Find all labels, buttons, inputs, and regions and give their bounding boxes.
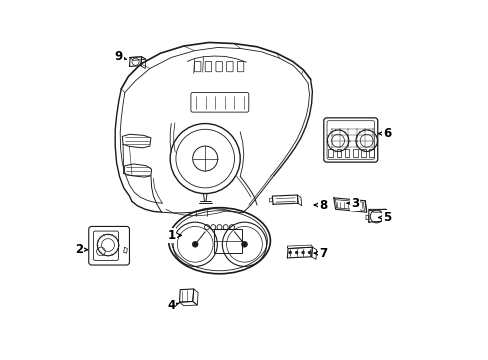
Circle shape: [307, 251, 310, 254]
Text: 8: 8: [314, 198, 326, 212]
Text: 4: 4: [167, 299, 179, 312]
Bar: [214, 229, 242, 253]
Text: 3: 3: [346, 197, 359, 210]
Circle shape: [241, 242, 247, 247]
Text: 5: 5: [378, 211, 391, 224]
Ellipse shape: [168, 208, 270, 274]
Circle shape: [170, 123, 240, 194]
Text: 7: 7: [314, 247, 326, 260]
Bar: [336, 149, 341, 157]
Bar: [344, 149, 348, 157]
Bar: [352, 149, 357, 157]
Circle shape: [288, 251, 291, 254]
Bar: [328, 149, 332, 157]
Text: 2: 2: [75, 243, 87, 256]
Text: 1: 1: [167, 229, 181, 242]
FancyBboxPatch shape: [323, 118, 377, 162]
Bar: [368, 149, 373, 157]
Text: 6: 6: [378, 127, 391, 140]
Bar: [360, 149, 365, 157]
Circle shape: [192, 242, 198, 247]
Circle shape: [301, 251, 304, 254]
FancyBboxPatch shape: [88, 226, 129, 265]
Circle shape: [295, 251, 298, 254]
Text: 9: 9: [114, 50, 126, 63]
